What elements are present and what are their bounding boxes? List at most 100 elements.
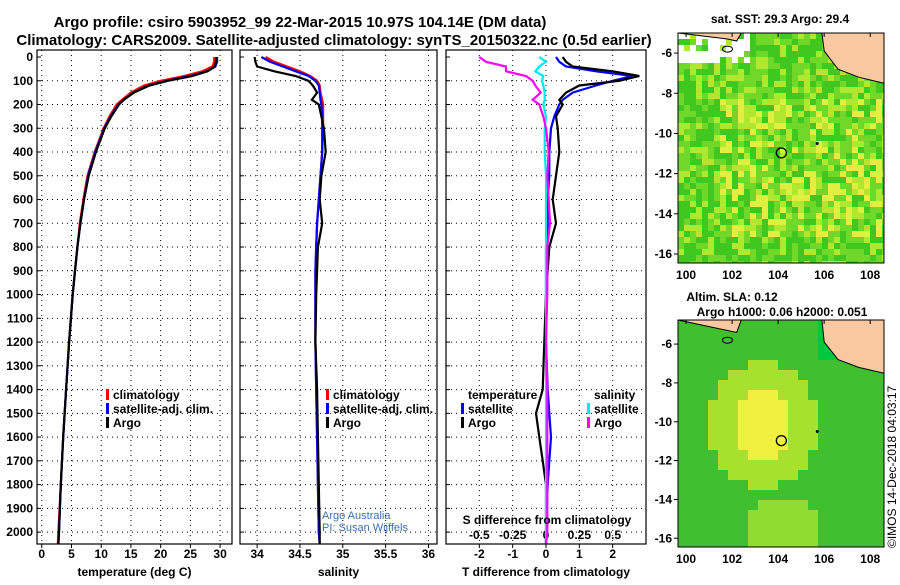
map-cell [684,177,690,183]
map-cell [786,93,792,99]
map-cell [690,39,696,45]
map-cell [678,183,684,189]
map-cell [876,129,882,135]
map-cell [870,249,876,255]
map-cell [876,105,882,111]
map-cell [804,255,810,261]
map-cell [702,141,708,147]
map-cell [828,480,838,490]
map-cell [838,520,848,530]
map-cell [768,219,774,225]
map-cell [852,243,858,249]
s-axis-label: S difference from climatology [463,513,632,527]
map-cell [798,510,808,520]
map-cell [786,147,792,153]
christmas-island [815,429,819,433]
map-cell [774,225,780,231]
map-cell [714,51,720,57]
lon-tick-label: 104 [768,268,788,282]
map-cell [804,99,810,105]
map-cell [726,201,732,207]
map-cell [822,243,828,249]
legend-s-satellite: satellite [594,402,639,416]
map-cell [858,189,864,195]
map-cell [688,390,698,400]
map-cell [696,237,702,243]
map-cell [696,93,702,99]
map-cell [876,189,882,195]
map-cell [696,225,702,231]
map-cell [822,171,828,177]
map-cell [792,93,798,99]
map-cell [758,480,768,490]
map-cell [768,195,774,201]
map-cell [720,51,726,57]
map-cell [798,117,804,123]
y-tick-label: 0 [26,50,33,64]
map-cell [698,340,708,350]
map-cell [726,255,732,261]
map-cell [864,141,870,147]
map-cell [726,183,732,189]
map-cell [846,147,852,153]
map-cell [858,135,864,141]
map-cell [756,111,762,117]
map-cell [778,370,788,380]
map-cell [696,135,702,141]
map-cell [848,500,858,510]
map-frame [677,319,885,548]
map-cell [818,340,828,350]
map-cell [748,460,758,470]
map-cell [810,135,816,141]
map-cell [878,420,884,430]
map-cell [708,420,718,430]
map-cell [828,380,838,390]
map-cell [858,123,864,129]
map-cell [816,261,822,263]
series-line-satellite-adj-clim- [260,56,324,545]
map-cell [758,450,768,460]
map-cell [858,390,868,400]
map-cell [786,81,792,87]
map-cell [834,201,840,207]
map-cell [864,219,870,225]
map-cell [780,207,786,213]
map-cell [858,470,868,480]
map-cell [718,530,728,540]
map-cell [744,153,750,159]
map-cell [852,81,858,87]
map-cell [684,213,690,219]
map-cell [702,249,708,255]
map-cell [834,171,840,177]
map-cell [690,111,696,117]
map-cell [758,420,768,430]
map-cell [714,201,720,207]
map-cell [798,380,808,390]
map-cell [858,81,864,87]
map-cell [840,147,846,153]
map-cell [696,207,702,213]
map-cell [778,500,788,510]
map-cell [728,380,738,390]
map-cell [780,129,786,135]
map-cell [768,123,774,129]
map-cell [696,243,702,249]
map-cell [750,39,756,45]
map-cell [758,360,768,370]
map-cell [738,219,744,225]
map-cell [882,189,884,195]
map-cell [798,390,808,400]
map-cell [778,340,788,350]
map-cell [678,510,688,520]
map-cell [828,105,834,111]
map-cell [822,147,828,153]
map-cell [702,237,708,243]
map-cell [816,69,822,75]
map-cell [878,490,884,500]
map-cell [848,440,858,450]
map-cell [744,57,750,63]
map-cell [702,57,708,63]
map-cell [858,165,864,171]
map-cell [840,231,846,237]
